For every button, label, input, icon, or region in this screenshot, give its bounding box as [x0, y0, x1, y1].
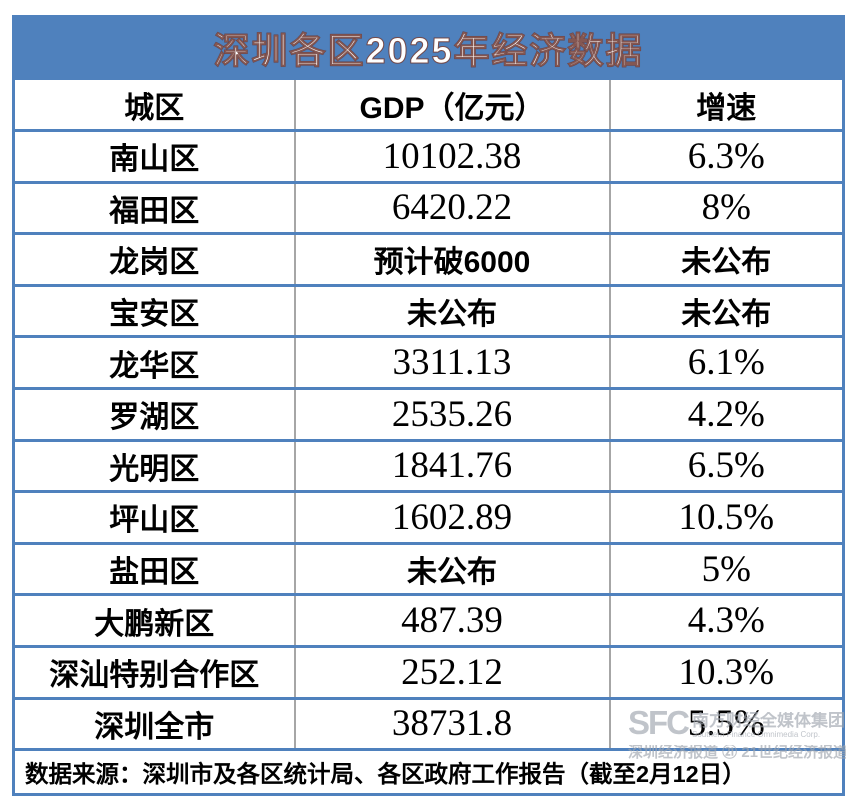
district-cell: 福田区 — [13, 182, 295, 236]
gdp-cell: 未公布 — [293, 543, 610, 597]
district-cell: 深圳全市 — [13, 698, 295, 752]
district-cell: 坪山区 — [13, 491, 295, 545]
table-row: 福田区 6420.22 8% — [13, 182, 844, 236]
district-cell: 龙岗区 — [13, 233, 295, 287]
table-row: 南山区 10102.38 6.3% — [13, 130, 844, 184]
growth-cell: 5.5% — [608, 698, 844, 752]
header-row: 城区 GDP（亿元） 增速 — [13, 77, 844, 132]
column-header-district: 城区 — [13, 77, 295, 132]
growth-cell: 未公布 — [608, 233, 844, 287]
table-row: 罗湖区 2535.26 4.2% — [13, 388, 844, 442]
gdp-cell: 未公布 — [293, 285, 610, 339]
title-row: 深圳各区2025年经济数据 — [13, 16, 844, 79]
table-row: 深圳全市 38731.8 5.5% — [13, 698, 844, 752]
table-row: 龙华区 3311.13 6.1% — [13, 336, 844, 390]
growth-cell: 6.1% — [608, 336, 844, 390]
gdp-cell: 3311.13 — [293, 336, 610, 390]
growth-cell: 10.3% — [608, 646, 844, 700]
column-header-gdp: GDP（亿元） — [293, 77, 610, 132]
table-row: 坪山区 1602.89 10.5% — [13, 491, 844, 545]
gdp-cell: 1841.76 — [293, 440, 610, 494]
page-title: 深圳各区2025年经济数据 — [13, 16, 844, 79]
growth-cell: 4.2% — [608, 388, 844, 442]
district-cell: 大鹏新区 — [13, 594, 295, 648]
growth-cell: 6.5% — [608, 440, 844, 494]
table-row: 深汕特别合作区 252.12 10.3% — [13, 646, 844, 700]
gdp-cell: 38731.8 — [293, 698, 610, 752]
gdp-cell: 10102.38 — [293, 130, 610, 184]
district-cell: 光明区 — [13, 440, 295, 494]
gdp-cell: 252.12 — [293, 646, 610, 700]
gdp-cell: 487.39 — [293, 594, 610, 648]
growth-cell: 4.3% — [608, 594, 844, 648]
column-header-growth: 增速 — [608, 77, 844, 132]
growth-cell: 6.3% — [608, 130, 844, 184]
data-source-note: 数据来源：深圳市及各区统计局、各区政府工作报告（截至2月12日） — [25, 761, 746, 788]
growth-cell: 5% — [608, 543, 844, 597]
gdp-cell: 6420.22 — [293, 182, 610, 236]
economic-data-table: 深圳各区2025年经济数据 城区 GDP（亿元） 增速 南山区 10102.38 6… — [12, 15, 846, 797]
district-cell: 龙华区 — [13, 336, 295, 390]
table-row: 大鹏新区 487.39 4.3% — [13, 594, 844, 648]
table-row: 龙岗区 预计破6000 未公布 — [13, 233, 844, 287]
gdp-cell: 预计破6000 — [293, 233, 610, 287]
growth-cell: 未公布 — [608, 285, 844, 339]
district-cell: 南山区 — [13, 130, 295, 184]
gdp-cell: 2535.26 — [293, 388, 610, 442]
growth-cell: 10.5% — [608, 491, 844, 545]
table-row: 光明区 1841.76 6.5% — [13, 440, 844, 494]
district-cell: 深汕特别合作区 — [13, 646, 295, 700]
footer-row: 数据来源：深圳市及各区统计局、各区政府工作报告（截至2月12日） — [14, 750, 844, 795]
district-cell: 罗湖区 — [13, 388, 295, 442]
gdp-cell: 1602.89 — [293, 491, 610, 545]
table-row: 宝安区 未公布 未公布 — [13, 285, 844, 339]
growth-cell: 8% — [608, 182, 844, 236]
table-row: 盐田区 未公布 5% — [13, 543, 844, 597]
data-table: 深圳各区2025年经济数据 城区 GDP（亿元） 增速 南山区 10102.38 6… — [12, 15, 846, 797]
district-cell: 盐田区 — [13, 543, 295, 597]
district-cell: 宝安区 — [13, 285, 295, 339]
